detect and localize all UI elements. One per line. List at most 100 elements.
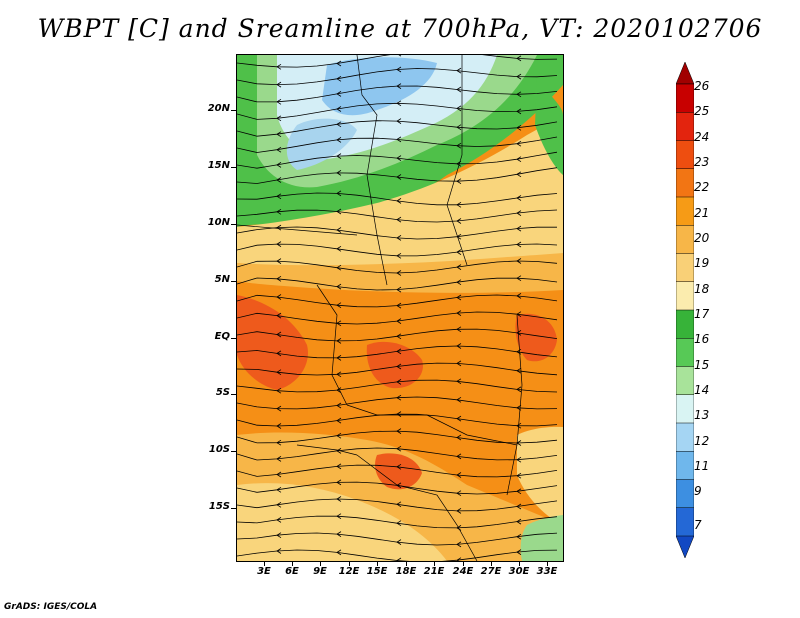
lat-label: EQ (214, 331, 230, 342)
streamline-arrow (276, 162, 282, 168)
lat-tick (231, 508, 236, 509)
streamline-arrow (396, 252, 402, 259)
colorbar-label: 18 (694, 282, 710, 296)
streamline-arrow (336, 479, 342, 486)
streamline-arrow (456, 105, 462, 112)
streamline-arrow (336, 417, 342, 424)
streamline-arrow (456, 249, 462, 255)
streamline-arrow (336, 264, 342, 271)
colorbar-segment (676, 366, 694, 396)
streamline-arrow (276, 350, 282, 357)
lon-label: 21E (423, 566, 445, 577)
wbpt-yellow-band (237, 115, 563, 267)
streamline-arrow (516, 258, 522, 264)
streamline-arrow (396, 66, 402, 73)
lon-tick (434, 561, 435, 566)
streamline-arrow (276, 548, 282, 554)
streamline-arrow (456, 124, 462, 131)
colorbar-segment (676, 394, 694, 424)
colorbar-label: 22 (694, 180, 710, 194)
streamline-arrow (396, 155, 402, 161)
streamline-arrow (336, 302, 342, 309)
lat-tick (231, 167, 236, 168)
streamline-arrow (276, 312, 282, 319)
streamline-arrow (396, 482, 402, 489)
streamline-arrow (276, 439, 282, 446)
streamline-arrow (276, 275, 282, 282)
grads-credit: GrADS: IGES/COLA (4, 602, 98, 612)
colorbar-segment (676, 422, 694, 452)
streamline-arrow (516, 275, 522, 282)
streamline-arrow (276, 532, 282, 539)
streamline-arrow (516, 225, 522, 232)
streamline-arrow (396, 363, 402, 370)
streamlines (237, 55, 558, 561)
streamline-arrow (456, 218, 462, 224)
colorbar-label: 16 (694, 332, 710, 346)
colorbar-segment (676, 83, 694, 113)
streamline-arrow (336, 448, 342, 454)
streamline-arrow (516, 367, 522, 374)
streamline-arrow (456, 264, 462, 270)
streamline-arrow (516, 140, 522, 147)
streamline-arrow (516, 456, 522, 463)
colorbar-label: 17 (694, 307, 710, 321)
streamline-arrow (336, 463, 342, 470)
streamline-arrow (516, 330, 522, 336)
streamline-arrow (456, 415, 462, 422)
streamline-arrow (456, 279, 462, 286)
streamline-arrow (336, 245, 342, 252)
streamline-arrow (396, 394, 402, 401)
colorbar-label: 7 (694, 518, 702, 532)
streamline-arrow (336, 338, 342, 344)
streamline-arrow (336, 190, 342, 197)
lon-tick (292, 561, 293, 566)
wbpt-hot-west (237, 295, 308, 390)
streamline-arrow (396, 302, 402, 309)
streamline-arrow (516, 422, 522, 429)
streamline-arrow (396, 83, 402, 89)
colorbar-segment (676, 535, 694, 558)
streamline-arrow (516, 108, 522, 115)
streamline-arrow (516, 210, 522, 216)
streamline-arrow (456, 178, 462, 185)
streamline-arrow (336, 371, 342, 378)
lon-tick (320, 561, 321, 566)
streamline-arrow (336, 355, 342, 361)
streamline-arrow (396, 198, 402, 204)
lon-label: 24E (452, 566, 474, 577)
colorbar-segment (676, 338, 694, 368)
streamline-arrow (336, 513, 342, 520)
streamline-arrow (276, 331, 282, 338)
colorbar-label: 26 (694, 79, 710, 93)
streamline-arrow (516, 549, 522, 555)
streamline-arrow (396, 379, 402, 385)
streamline-arrow (336, 208, 342, 215)
lat-tick (231, 394, 236, 395)
lon-tick (264, 561, 265, 566)
lat-tick (231, 281, 236, 282)
lat-label: 10N (207, 217, 230, 228)
colorbar-segment (676, 451, 694, 481)
streamline-arrow (336, 106, 342, 112)
streamline-arrow (456, 453, 462, 460)
wbpt-southeast-yellow (517, 426, 563, 525)
streamline-arrow (456, 233, 462, 240)
streamline-arrow (396, 318, 402, 324)
streamline-arrow (456, 472, 462, 478)
lat-tick (231, 338, 236, 339)
streamline-arrow (516, 311, 522, 318)
streamline-arrow (336, 320, 342, 327)
streamline-arrow (276, 115, 282, 122)
map-title: WBPT [C] and Sreamline at 700hPa, VT: 20… (37, 14, 763, 43)
lon-tick (491, 561, 492, 566)
streamline-arrow (516, 518, 522, 525)
lat-label: 5S (215, 387, 230, 398)
streamline-arrow (396, 174, 402, 180)
lon-tick (349, 561, 350, 566)
streamline-arrow (276, 471, 282, 478)
streamline-arrow (396, 501, 402, 508)
streamline-arrow (276, 193, 282, 200)
colorbar-label: 11 (694, 459, 710, 473)
colorbar-segment (676, 281, 694, 311)
